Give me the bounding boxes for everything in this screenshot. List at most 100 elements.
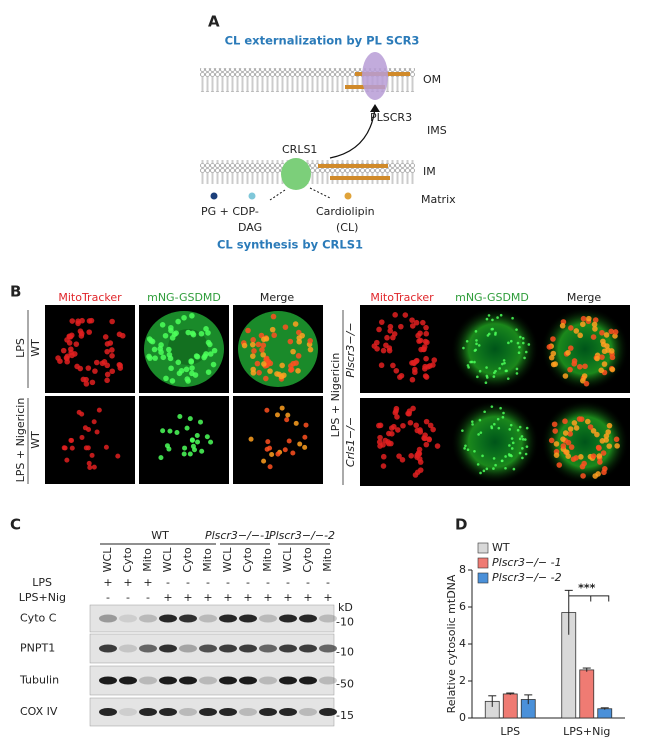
- title-top: CL externalization by PL SCR3: [225, 34, 420, 48]
- signal-dot: [490, 425, 493, 428]
- signal-dot: [474, 348, 478, 352]
- signal-dot: [152, 355, 158, 361]
- x-tick-label: LPS+Nig: [563, 725, 610, 738]
- signal-dot: [609, 354, 616, 361]
- signal-dot: [66, 333, 73, 340]
- signal-dot: [167, 428, 173, 434]
- signal-dot: [384, 334, 390, 341]
- signal-dot: [587, 424, 594, 430]
- signal-dot: [486, 334, 490, 337]
- signal-dot: [414, 427, 421, 434]
- signal-dot: [565, 439, 572, 446]
- signal-dot: [527, 343, 531, 346]
- band: [219, 708, 237, 716]
- signal-dot: [579, 463, 586, 470]
- signal-dot: [417, 337, 424, 344]
- signal-dot: [567, 426, 574, 432]
- signal-dot: [269, 326, 276, 333]
- row-label: LPS + Nigericin: [329, 353, 342, 438]
- signal-dot: [256, 369, 262, 376]
- signal-dot: [109, 368, 116, 375]
- signal-dot: [423, 330, 430, 337]
- signal-dot: [166, 351, 173, 358]
- signal-dot: [578, 454, 584, 460]
- signal-dot: [68, 437, 74, 443]
- lane-label: WCL: [221, 547, 234, 573]
- signal-dot: [385, 440, 392, 447]
- signal-dot: [521, 337, 525, 340]
- signal-dot: [295, 353, 302, 359]
- signal-dot: [461, 429, 464, 432]
- signal-dot: [565, 453, 572, 460]
- nig-sign: -: [106, 591, 110, 604]
- signal-dot: [160, 428, 166, 434]
- signal-dot: [189, 330, 196, 337]
- signal-dot: [104, 371, 111, 378]
- signal-dot: [302, 444, 308, 450]
- signal-dot: [175, 318, 181, 325]
- signal-dot: [518, 451, 522, 455]
- signal-dot: [89, 452, 95, 458]
- signal-dot: [605, 429, 612, 435]
- signal-dot: [380, 347, 387, 354]
- signal-dot: [521, 341, 525, 345]
- signal-dot: [287, 338, 294, 345]
- signal-dot: [394, 414, 400, 420]
- lps-sign: -: [266, 576, 270, 589]
- signal-dot: [94, 429, 100, 435]
- blot-label: Cyto C: [20, 612, 57, 625]
- signal-dot: [174, 429, 180, 435]
- signal-dot: [464, 444, 467, 448]
- signal-dot: [525, 445, 529, 448]
- signal-dot: [207, 351, 214, 357]
- signal-dot: [175, 359, 182, 366]
- signal-dot: [592, 317, 599, 323]
- signal-dot: [86, 329, 93, 335]
- signal-dot: [162, 332, 169, 339]
- signal-dot: [608, 348, 615, 354]
- signal-dot: [158, 455, 164, 461]
- lane-label: Cyto: [121, 547, 134, 573]
- pg-label: DAG: [238, 221, 262, 234]
- signal-dot: [516, 428, 520, 432]
- signal-dot: [275, 451, 281, 457]
- signal-dot: [146, 336, 153, 342]
- signal-dot: [296, 335, 303, 341]
- signal-dot: [395, 427, 401, 433]
- signal-dot: [183, 366, 190, 373]
- legend-swatch: [477, 572, 489, 584]
- micrograph: [360, 398, 450, 486]
- y-axis-label: Relative cytosolic mtDNA: [445, 574, 458, 713]
- signal-dot: [181, 451, 187, 457]
- signal-dot: [520, 435, 524, 438]
- signal-dot: [307, 346, 314, 353]
- im-label: IM: [423, 165, 436, 178]
- signal-dot: [614, 443, 620, 449]
- arrow: [329, 107, 376, 159]
- signal-dot: [255, 341, 262, 348]
- signal-dot: [87, 465, 93, 471]
- signal-dot: [502, 359, 506, 362]
- signal-dot: [516, 341, 520, 345]
- panel-b: B MitoTracker mNG-GSDMD Merge MitoTracke…: [10, 283, 601, 485]
- band: [259, 614, 277, 623]
- signal-dot: [410, 405, 416, 412]
- lane-label: Mito: [261, 548, 274, 572]
- lps-sign: -: [206, 576, 210, 589]
- band: [179, 614, 197, 623]
- band: [99, 644, 117, 653]
- signal-dot: [603, 332, 610, 338]
- signal-dot: [510, 447, 514, 450]
- signal-dot: [192, 372, 199, 378]
- nig-sign: -: [126, 591, 130, 604]
- arrow: [309, 187, 331, 199]
- signal-dot: [606, 443, 613, 449]
- signal-dot: [166, 346, 172, 353]
- lane-label: Cyto: [181, 547, 194, 573]
- signal-dot: [189, 312, 195, 319]
- signal-dot: [249, 341, 256, 348]
- signal-dot: [504, 466, 507, 470]
- signal-dot: [396, 453, 402, 459]
- blot-label: COX IV: [20, 705, 58, 718]
- signal-dot: [380, 453, 387, 460]
